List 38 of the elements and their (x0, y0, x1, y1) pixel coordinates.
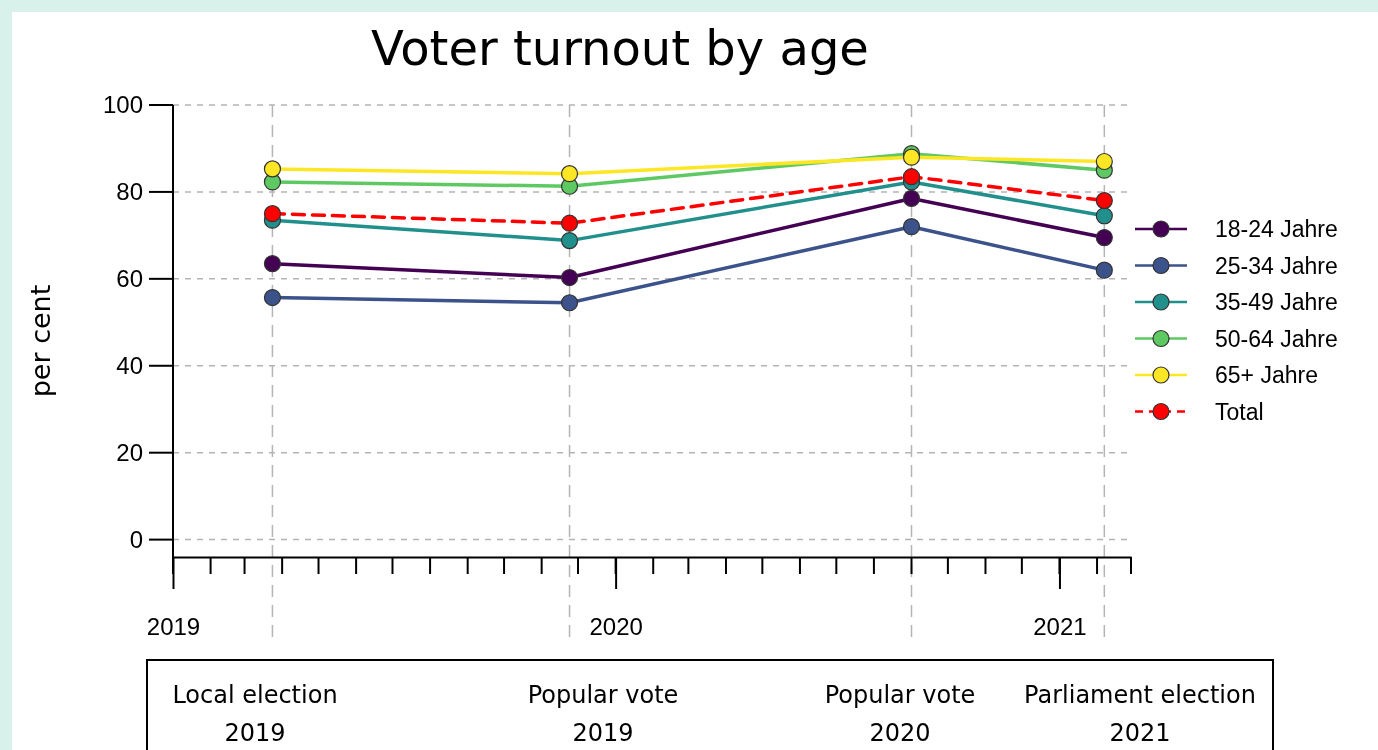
legend-label: Total (1215, 398, 1264, 425)
chart-title: Voter turnout by age (371, 20, 869, 76)
point (560, 268, 579, 287)
text: Popular vote 2020 (824, 681, 976, 747)
point (902, 218, 921, 236)
point (560, 232, 579, 250)
y-tick-label: 100 (102, 91, 143, 119)
point (560, 294, 579, 312)
point (1095, 261, 1113, 279)
legend-label: 25-34 Jahre (1215, 252, 1338, 279)
point (263, 160, 282, 178)
point (560, 214, 579, 232)
point (560, 165, 579, 183)
x-tick-label: 2020 (589, 613, 643, 641)
x-tick-label: 2019 (146, 613, 201, 641)
point (902, 189, 921, 208)
y-axis-title: per cent (25, 284, 56, 398)
point (263, 288, 282, 307)
text: Parliament election 2021 (1024, 681, 1256, 747)
y-tick-label: 20 (116, 439, 143, 467)
point (263, 205, 282, 223)
y-tick-label: 0 (129, 526, 143, 554)
text: Local election 2019 (172, 681, 338, 747)
point (263, 255, 282, 273)
point (902, 168, 921, 186)
y-tick-label: 80 (116, 178, 143, 206)
point (1095, 192, 1113, 210)
y-tick-label: 60 (116, 265, 143, 293)
x-tick-label: 2021 (1033, 613, 1087, 641)
point (1095, 228, 1113, 247)
point (1095, 152, 1113, 171)
text: Popular vote 2019 (527, 681, 679, 747)
legend-label: 18-24 Jahre (1215, 216, 1338, 243)
legend-label: 65+ Jahre (1215, 362, 1318, 389)
y-tick-label: 40 (116, 352, 143, 380)
legend-label: 35-49 Jahre (1215, 289, 1338, 316)
legend-label: 50-64 Jahre (1215, 325, 1338, 352)
point (1095, 207, 1113, 225)
